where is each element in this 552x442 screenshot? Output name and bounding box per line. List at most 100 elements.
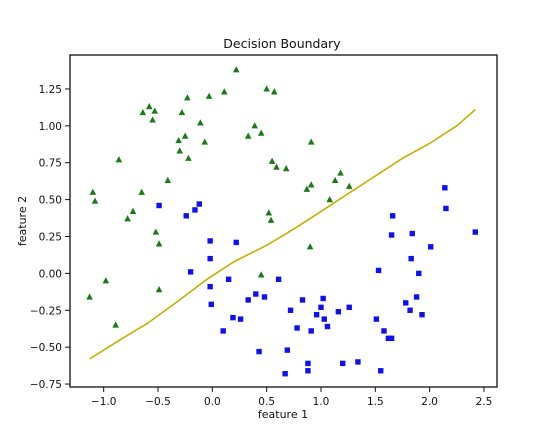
y-tick-label: 1.00	[39, 121, 62, 133]
triangle-point	[115, 156, 123, 163]
triangle-point	[326, 196, 333, 203]
square-point	[253, 291, 259, 297]
square-point	[318, 304, 324, 311]
square-point	[187, 269, 194, 275]
square-point	[305, 360, 311, 367]
triangle-point	[263, 85, 270, 92]
triangle-point	[129, 207, 137, 215]
triangle-point	[337, 169, 344, 176]
square-point	[442, 185, 448, 191]
square-point	[261, 294, 268, 300]
square-point	[324, 323, 331, 330]
decision-boundary-line	[89, 108, 476, 360]
x-tick-label: 2.0	[421, 396, 438, 408]
y-axis-label: feature 2	[16, 196, 29, 246]
square-point	[305, 368, 311, 374]
triangle-point	[265, 209, 273, 216]
square-point	[230, 314, 236, 321]
triangle-point	[251, 122, 259, 129]
triangle-point	[124, 215, 131, 222]
square-point	[375, 267, 382, 274]
triangle-point	[184, 94, 191, 101]
triangle-point	[138, 188, 146, 195]
triangle-point	[270, 88, 278, 95]
square-point	[207, 255, 213, 262]
square-point	[385, 335, 392, 342]
triangle-point	[307, 181, 315, 188]
square-point	[284, 347, 291, 353]
square-point	[183, 213, 189, 219]
square-point	[346, 304, 352, 311]
triangle-point	[303, 185, 311, 192]
triangle-point	[178, 108, 186, 116]
square-point	[282, 371, 288, 377]
triangle-point	[91, 197, 99, 204]
triangle-point	[152, 228, 160, 235]
triangle-point	[268, 157, 276, 164]
square-point	[237, 316, 244, 322]
y-axis: −0.75 −0.50 −0.25 0.00 0.25 0.50 0.75 1.00 1.25	[30, 84, 70, 391]
square-point	[408, 255, 414, 262]
triangle-point	[181, 132, 189, 139]
square-point	[389, 213, 396, 219]
triangle-point	[307, 138, 315, 145]
triangle-point	[149, 116, 156, 123]
x-tick-label: 0.0	[204, 396, 221, 408]
square-point	[373, 316, 380, 322]
square-point	[407, 307, 413, 313]
triangle-point	[139, 108, 147, 116]
square-point	[335, 309, 342, 315]
square-point	[233, 239, 239, 246]
square-point	[245, 297, 251, 303]
y-tick-label: 0.50	[39, 195, 62, 207]
square-point	[256, 348, 262, 355]
y-tick-label: −0.50	[30, 342, 62, 354]
square-point	[275, 276, 282, 282]
x-tick-label: 1.5	[367, 396, 384, 408]
triangle-point	[86, 293, 93, 300]
y-tick-label: −0.25	[30, 305, 62, 317]
square-point	[472, 229, 478, 235]
square-point	[413, 294, 420, 300]
square-point	[388, 335, 395, 342]
triangle-point	[197, 119, 204, 126]
x-axis-label: feature 1	[258, 408, 308, 421]
square-point	[287, 307, 294, 313]
square-point	[443, 205, 449, 212]
square-point	[419, 311, 425, 318]
triangle-point	[164, 176, 172, 184]
x-tick-label: −0.5	[145, 396, 171, 408]
triangle-point	[282, 165, 290, 172]
y-tick-label: 0.25	[39, 231, 62, 243]
square-point	[355, 359, 361, 365]
triangle-point	[232, 66, 240, 73]
triangle-point	[175, 136, 182, 144]
square-point	[207, 283, 213, 290]
square-point	[294, 325, 300, 331]
square-point	[196, 201, 202, 207]
triangle-point	[205, 92, 213, 99]
square-point	[416, 270, 422, 277]
triangle-point	[155, 240, 163, 247]
x-axis: −1.0 −0.5 0.0 0.5 1.0 1.5 2.0 2.5	[91, 387, 492, 408]
triangle-point	[155, 286, 163, 293]
square-point	[220, 328, 226, 334]
triangle-point	[151, 107, 159, 114]
x-tick-label: −1.0	[91, 396, 117, 408]
square-point	[409, 230, 415, 237]
square-point	[340, 360, 346, 367]
triangle-point	[176, 147, 184, 154]
square-point	[156, 202, 162, 209]
y-tick-label: 0.00	[39, 268, 62, 280]
triangle-point	[185, 154, 192, 161]
triangle-point	[220, 88, 228, 95]
x-tick-label: 0.5	[258, 396, 275, 408]
triangle-point	[102, 277, 110, 284]
triangle-point	[345, 182, 353, 189]
square-point	[225, 276, 232, 282]
square-point	[378, 368, 384, 374]
triangle-point	[257, 129, 265, 136]
triangle-point	[267, 216, 275, 223]
square-point	[308, 328, 314, 334]
